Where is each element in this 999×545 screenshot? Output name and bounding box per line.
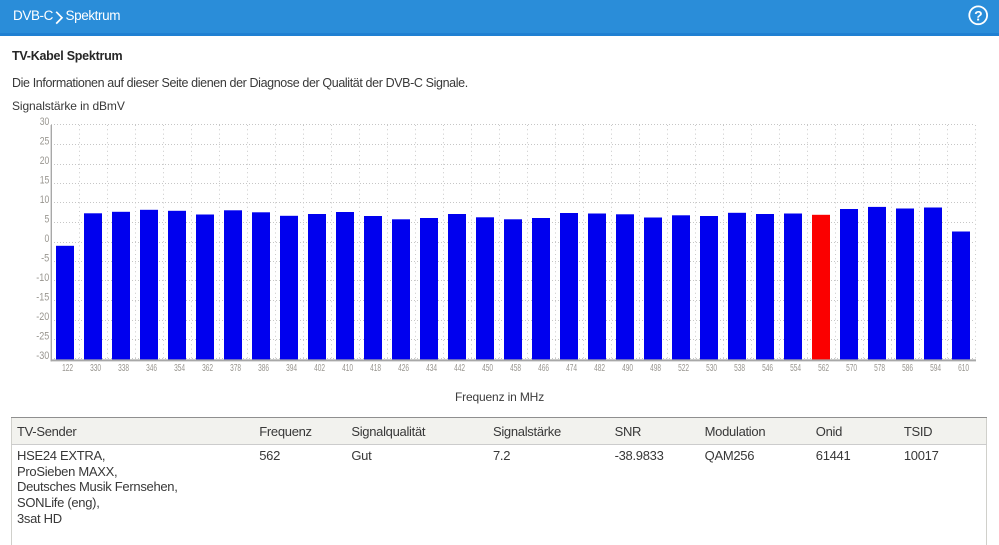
svg-text:522: 522 <box>678 363 689 374</box>
svg-text:20: 20 <box>40 155 50 167</box>
svg-text:402: 402 <box>314 363 325 374</box>
svg-text:378: 378 <box>230 363 241 374</box>
svg-text:498: 498 <box>650 363 661 374</box>
svg-text:?: ? <box>974 7 983 23</box>
svg-text:10: 10 <box>40 194 50 206</box>
svg-text:338: 338 <box>118 363 129 374</box>
svg-text:538: 538 <box>734 363 745 374</box>
svg-text:426: 426 <box>398 363 409 374</box>
svg-text:330: 330 <box>90 363 101 374</box>
svg-text:562: 562 <box>818 363 829 374</box>
svg-text:394: 394 <box>286 363 297 374</box>
svg-text:25: 25 <box>40 136 50 148</box>
svg-text:442: 442 <box>454 363 465 374</box>
svg-text:-20: -20 <box>36 311 49 323</box>
svg-text:546: 546 <box>762 363 773 374</box>
svg-text:-25: -25 <box>36 331 49 343</box>
svg-text:530: 530 <box>706 363 717 374</box>
svg-text:490: 490 <box>622 363 633 374</box>
svg-text:586: 586 <box>902 363 913 374</box>
svg-text:-5: -5 <box>41 253 49 265</box>
svg-text:466: 466 <box>538 363 549 374</box>
svg-text:570: 570 <box>846 363 857 374</box>
svg-text:386: 386 <box>258 363 269 374</box>
svg-text:578: 578 <box>874 363 885 374</box>
svg-text:434: 434 <box>426 363 437 374</box>
svg-text:474: 474 <box>566 363 577 374</box>
svg-text:418: 418 <box>370 363 381 374</box>
svg-text:410: 410 <box>342 363 353 374</box>
svg-text:346: 346 <box>146 363 157 374</box>
svg-text:594: 594 <box>930 363 941 374</box>
svg-text:5: 5 <box>45 214 50 226</box>
svg-text:450: 450 <box>482 363 493 374</box>
svg-text:-30: -30 <box>36 350 49 362</box>
svg-text:0: 0 <box>45 233 50 245</box>
svg-text:610: 610 <box>958 363 969 374</box>
svg-text:554: 554 <box>790 363 801 374</box>
svg-text:-15: -15 <box>36 292 49 304</box>
svg-text:30: 30 <box>40 116 50 128</box>
svg-text:-10: -10 <box>36 272 49 284</box>
svg-text:482: 482 <box>594 363 605 374</box>
svg-text:458: 458 <box>510 363 521 374</box>
svg-text:15: 15 <box>40 175 50 187</box>
svg-text:362: 362 <box>202 363 213 374</box>
svg-text:122: 122 <box>62 363 73 374</box>
svg-text:354: 354 <box>174 363 185 374</box>
